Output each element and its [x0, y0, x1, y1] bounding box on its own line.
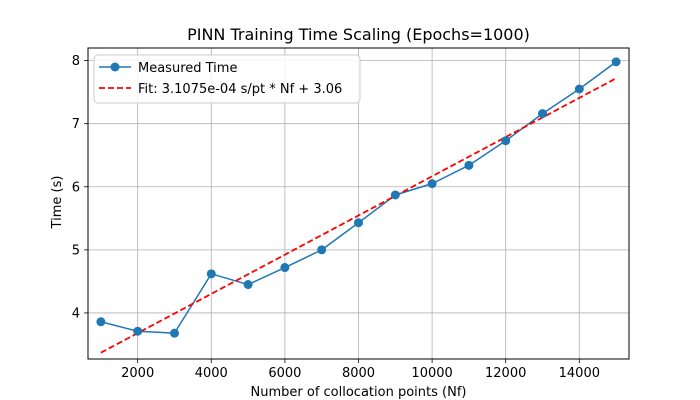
series-fit-line	[100, 77, 617, 354]
data-point-measured	[243, 280, 253, 290]
data-point-measured	[133, 326, 143, 336]
x-tick-label: 12000	[485, 366, 526, 381]
x-tick-label: 6000	[268, 366, 301, 381]
data-point-measured	[390, 190, 400, 200]
axis-ticks: 2000 4000 6000 8000 10000 12000 14000 4 5 6 7 8	[72, 54, 600, 381]
data-point-measured	[464, 160, 474, 170]
y-tick-label: 5	[72, 243, 80, 258]
series-layer	[96, 57, 621, 354]
data-point-measured	[501, 136, 511, 146]
legend-box	[93, 54, 361, 104]
x-tick-label: 8000	[342, 366, 375, 381]
data-point-measured	[169, 328, 179, 338]
data-point-measured	[96, 317, 106, 327]
legend-measured-marker	[110, 62, 120, 72]
x-tick-label: 4000	[195, 366, 228, 381]
data-point-measured	[354, 218, 363, 228]
legend-fit-label: Fit: 3.1075e-04 s/pt * Nf + 3.06	[138, 82, 342, 97]
y-tick-label: 8	[72, 54, 80, 69]
y-tick-label: 6	[72, 180, 80, 195]
x-tick-label: 14000	[559, 366, 600, 381]
data-point-measured	[611, 57, 621, 67]
y-axis-label: Time (s)	[50, 176, 65, 230]
legend-measured-label: Measured Time	[138, 61, 237, 76]
x-tick-label: 2000	[121, 366, 154, 381]
data-point-measured	[574, 84, 584, 94]
data-point-measured	[538, 109, 548, 119]
data-point-measured	[206, 269, 216, 279]
y-tick-label: 4	[72, 306, 80, 321]
data-point-measured	[280, 263, 290, 273]
x-axis-label: Number of collocation points (Nf)	[251, 385, 467, 400]
legend: Measured Time Fit: 3.1075e-04 s/pt * Nf …	[93, 54, 361, 104]
data-point-measured	[317, 245, 327, 255]
data-point-measured	[427, 179, 437, 189]
y-tick-label: 7	[72, 117, 80, 132]
chart-title: PINN Training Time Scaling (Epochs=1000)	[187, 25, 530, 44]
x-tick-label: 10000	[411, 366, 452, 381]
